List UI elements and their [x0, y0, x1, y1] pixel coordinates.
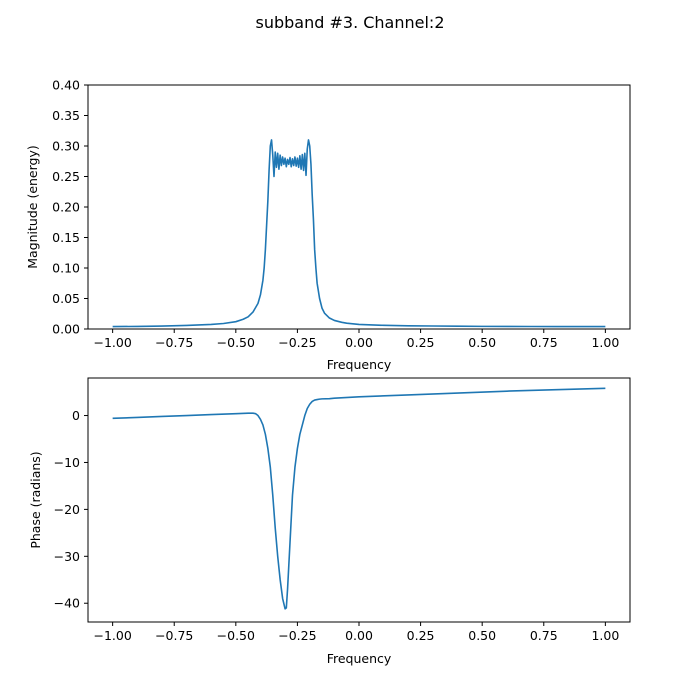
magnitude-tick-labels: −1.00 −0.75 −0.50 −0.25 0.00 0.25 0.50 0.75 1.00… — [52, 78, 619, 351]
phase-x-axis-label: Frequency — [327, 651, 392, 666]
phase-x-tick-label: 0.75 — [530, 628, 558, 643]
magnitude-x-axis-label: Frequency — [327, 357, 392, 372]
figure-title: subband #3. Channel:2 — [256, 13, 445, 32]
magnitude-x-tick-label: 0.00 — [345, 335, 373, 350]
magnitude-y-tick-label: 0.15 — [52, 230, 80, 245]
magnitude-x-tick-label: 1.00 — [591, 335, 619, 350]
phase-x-tick-label: 1.00 — [591, 628, 619, 643]
magnitude-plot-frame — [87, 84, 631, 330]
phase-x-tick-label: 0.25 — [407, 628, 435, 643]
phase-plot-frame — [87, 377, 631, 623]
magnitude-ticks — [84, 84, 606, 333]
magnitude-x-tick-label: −0.75 — [155, 335, 193, 350]
magnitude-y-tick-label: 0.20 — [52, 200, 80, 215]
magnitude-x-tick-label: −0.50 — [217, 335, 255, 350]
phase-y-tick-label: 0 — [72, 408, 80, 423]
magnitude-y-tick-label: 0.10 — [52, 261, 80, 276]
magnitude-x-tick-label: −0.25 — [278, 335, 316, 350]
phase-ticks — [84, 415, 606, 626]
magnitude-lines — [112, 139, 606, 328]
phase-x-tick-label: 0.50 — [468, 628, 496, 643]
phase-x-tick-label: −0.25 — [278, 628, 316, 643]
phase-series-line — [112, 387, 606, 610]
magnitude-y-tick-label: 0.25 — [52, 169, 80, 184]
phase-y-tick-label: −30 — [54, 549, 80, 564]
phase-x-tick-label: −1.00 — [93, 628, 131, 643]
magnitude-y-tick-label: 0.35 — [52, 108, 80, 123]
magnitude-y-tick-label: 0.40 — [52, 78, 80, 93]
magnitude-y-tick-label: 0.30 — [52, 139, 80, 154]
phase-y-tick-label: −40 — [54, 596, 80, 611]
magnitude-y-tick-label: 0.00 — [52, 322, 80, 337]
magnitude-plot: −1.00 −0.75 −0.50 −0.25 0.00 0.25 0.50 0.75 1.00… — [25, 78, 631, 372]
magnitude-x-tick-label: −1.00 — [93, 335, 131, 350]
magnitude-y-tick-label: 0.05 — [52, 291, 80, 306]
phase-y-axis-label: Phase (radians) — [28, 451, 43, 548]
magnitude-x-tick-label: 0.50 — [468, 335, 496, 350]
phase-y-tick-label: −20 — [54, 502, 80, 517]
magnitude-x-tick-label: 0.75 — [530, 335, 558, 350]
magnitude-series-line — [112, 139, 606, 328]
phase-lines — [112, 387, 606, 610]
phase-x-tick-label: −0.75 — [155, 628, 193, 643]
magnitude-x-tick-label: 0.25 — [407, 335, 435, 350]
magnitude-y-axis-label: Magnitude (energy) — [25, 145, 40, 269]
phase-plot: −1.00 −0.75 −0.50 −0.25 0.00 0.25 0.50 0.75 1.00… — [28, 377, 631, 666]
phase-tick-labels: −1.00 −0.75 −0.50 −0.25 0.00 0.25 0.50 0.75 1.00… — [54, 408, 620, 643]
phase-x-tick-label: −0.50 — [217, 628, 255, 643]
phase-y-tick-label: −10 — [54, 455, 80, 470]
phase-x-tick-label: 0.00 — [345, 628, 373, 643]
